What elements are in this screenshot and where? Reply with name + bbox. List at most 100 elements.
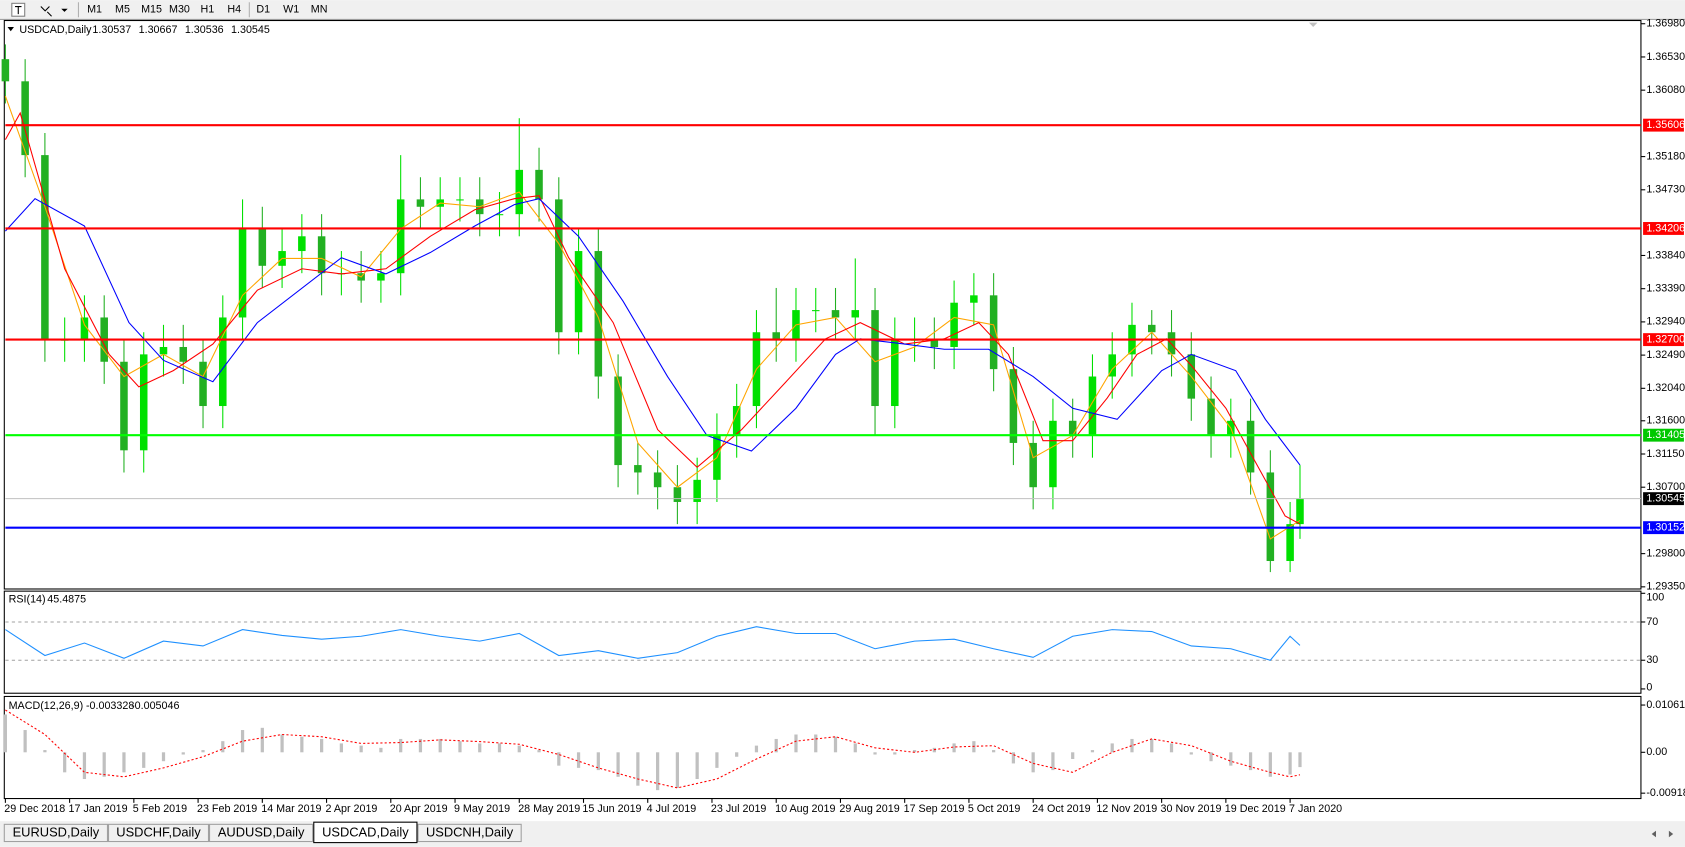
candle-body [594, 251, 603, 377]
macd-signal-value: -0.005046 [131, 700, 179, 712]
header-open: 1.30537 [92, 24, 131, 36]
macd-histogram-bar [221, 741, 225, 753]
timeframe-button[interactable]: MN [311, 4, 328, 16]
x-tick-label: 29 Dec 2018 [4, 803, 65, 815]
candle-body [535, 169, 543, 200]
moving-average-line [4, 95, 1301, 540]
macd-histogram-bar [616, 752, 620, 777]
candle-body [851, 310, 860, 318]
candle-body [219, 317, 227, 407]
macd-histogram-bar [339, 743, 343, 753]
tab-label[interactable]: EURUSD,Daily [13, 824, 100, 839]
level-label: 1.34206 [1646, 222, 1685, 234]
header-high: 1.30667 [139, 24, 178, 36]
candle-body [772, 332, 780, 340]
candle-body [1147, 324, 1156, 333]
macd-histogram-bar [300, 736, 304, 753]
level-label-box [1643, 492, 1684, 506]
timeframe-button[interactable]: W1 [283, 4, 299, 16]
objects-tool[interactable] [40, 6, 52, 17]
x-tick-label: 20 Apr 2019 [390, 803, 448, 815]
tab-label[interactable]: USDCAD,Daily [322, 824, 409, 839]
candle-body [139, 354, 148, 451]
macd-histogram-bar [379, 747, 383, 753]
macd-histogram-bar [418, 738, 423, 753]
candle-body [891, 339, 899, 407]
x-tick-label: 7 Jan 2020 [1289, 803, 1342, 815]
macd-histogram-bar [497, 743, 502, 753]
rsi-tick-label: 0 [1646, 682, 1652, 694]
macd-histogram-bar [23, 730, 27, 753]
candle-body [574, 251, 583, 333]
timeframe-button[interactable]: M5 [115, 4, 130, 16]
macd-histogram-bar [438, 738, 442, 753]
tab-label[interactable]: USDCNH,Daily [426, 824, 514, 839]
tab[interactable] [209, 823, 314, 843]
scroll-left[interactable] [1651, 830, 1656, 838]
macd-tick-label: 0.00 [1646, 746, 1667, 758]
candle-body [1009, 369, 1018, 443]
macd-histogram-bar [181, 752, 185, 755]
macd-pane [3, 695, 1642, 800]
candle-body [159, 346, 168, 355]
candle-body [80, 317, 89, 340]
active-tab[interactable] [313, 821, 418, 844]
level-label: 1.30152 [1646, 521, 1685, 533]
candle-body [831, 310, 840, 318]
macd-histogram-bar [537, 750, 541, 753]
rsi-value: 45.4875 [47, 594, 86, 606]
y-tick-label: 1.36530 [1646, 51, 1685, 63]
candle-body [1286, 524, 1294, 562]
level-label-box [1643, 428, 1684, 442]
y-tick-label: 1.29350 [1646, 581, 1685, 593]
chart-symbol: USDCAD,Daily [19, 24, 92, 36]
candle-body [1029, 442, 1037, 488]
objects-dropdown[interactable] [61, 8, 68, 12]
candle-body [673, 487, 682, 502]
macd-histogram-bar [63, 752, 67, 773]
timeframe-button[interactable]: H4 [227, 4, 241, 16]
y-tick-label: 1.31150 [1646, 448, 1684, 460]
scroll-right[interactable] [1668, 830, 1674, 838]
timeframe-button[interactable]: M30 [169, 4, 190, 16]
macd-histogram-bar [992, 750, 996, 753]
candle-body [970, 295, 978, 303]
macd-tick-label: 0.010615 [1646, 699, 1685, 711]
rsi-tick-label: 100 [1646, 591, 1664, 603]
macd-histogram-bar [596, 752, 600, 771]
x-tick-label: 17 Sep 2019 [904, 803, 965, 815]
macd-label: MACD(12,26,9) [9, 700, 84, 712]
tab[interactable] [417, 823, 522, 843]
level-label: 1.30545 [1646, 492, 1685, 504]
candle-body [634, 465, 642, 473]
candle-body [1266, 472, 1275, 562]
macd-histogram-bar [1169, 743, 1174, 753]
tab-label[interactable]: USDCHF,Daily [116, 824, 201, 839]
tab[interactable] [3, 823, 108, 843]
y-tick-label: 1.32040 [1646, 382, 1685, 394]
timeframe-button[interactable]: D1 [256, 4, 270, 16]
macd-histogram-bar [774, 738, 778, 753]
y-tick-label: 1.34730 [1646, 184, 1685, 196]
macd-histogram-bar [3, 714, 7, 753]
candle-body [1088, 376, 1097, 436]
candle-body [238, 228, 247, 318]
timeframe-button[interactable]: M1 [87, 4, 102, 16]
macd-histogram-bar [1268, 752, 1272, 777]
macd-histogram-bar [122, 752, 126, 773]
tab-label[interactable]: AUDUSD,Daily [218, 824, 305, 839]
y-tick-label: 1.33840 [1646, 249, 1685, 261]
timeframe-button[interactable]: M15 [141, 4, 162, 16]
y-tick-label: 1.29800 [1646, 547, 1685, 559]
level-label-box [1643, 333, 1684, 347]
level-label-box [1643, 118, 1684, 132]
macd-histogram-bar [873, 752, 877, 755]
timeframe-button[interactable]: H1 [201, 4, 215, 16]
candle-body [456, 199, 464, 201]
macd-histogram-bar [1150, 738, 1154, 753]
tab[interactable] [107, 823, 210, 843]
x-tick-label: 30 Nov 2019 [1161, 803, 1222, 815]
x-tick-label: 29 Aug 2019 [839, 803, 899, 815]
